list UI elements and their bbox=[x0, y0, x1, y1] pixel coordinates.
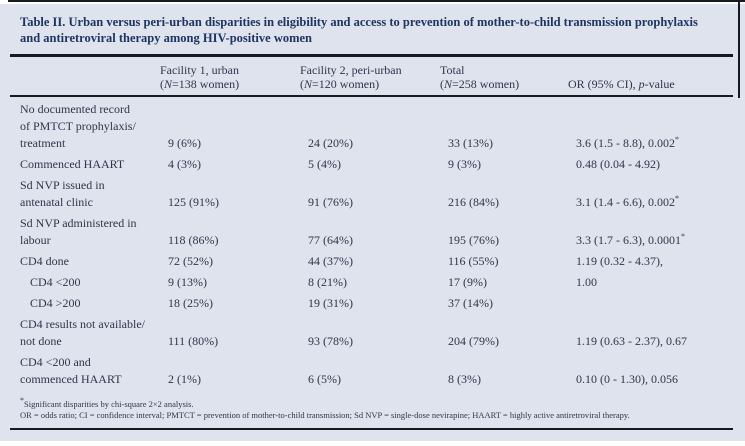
or-value: 3.1 (1.4 - 6.6), 0.002* bbox=[576, 193, 679, 209]
row-label: Sd NVP issued in antenatal clinic bbox=[20, 177, 105, 209]
or-header-label: OR (95% CI), p-value bbox=[568, 76, 675, 91]
col-header-facility1: Facility 1, urban (N=138 women) bbox=[160, 56, 300, 97]
table-row: Commenced HAART 4 (3%) 5 (4%) 9 (3%) 0.4… bbox=[10, 154, 733, 175]
footnotes: *Significant disparities by chi-square 2… bbox=[20, 395, 733, 421]
total-value: 9 (3%) bbox=[448, 156, 481, 171]
total-value: 8 (3%) bbox=[448, 371, 481, 386]
or-value: 1.19 (0.63 - 2.37), 0.67 bbox=[576, 333, 687, 348]
facility2-name: Facility 2, peri-urban bbox=[300, 62, 402, 77]
footnote-significance: *Significant disparities by chi-square 2… bbox=[20, 395, 194, 409]
facility1-value: 125 (91%) bbox=[168, 194, 219, 209]
table-row: CD4 done 72 (52%) 44 (37%) 116 (55%) 1.1… bbox=[10, 251, 733, 272]
significance-asterisk: * bbox=[681, 231, 685, 241]
facility1-value: 4 (3%) bbox=[168, 156, 201, 171]
total-n: (N=258 women) bbox=[440, 76, 520, 91]
scan-edge-artifact bbox=[738, 0, 740, 98]
table-row: CD4 >200 18 (25%) 19 (31%) 37 (14%) bbox=[10, 293, 733, 314]
facility2-value: 93 (78%) bbox=[308, 333, 353, 348]
footnote-asterisk: * bbox=[20, 395, 24, 405]
or-value: 1.19 (0.32 - 4.37), bbox=[576, 253, 663, 268]
total-value: 195 (76%) bbox=[448, 232, 499, 247]
row-label: CD4 <200 bbox=[30, 274, 81, 289]
rule-bottom bbox=[10, 427, 733, 430]
total-value: 216 (84%) bbox=[448, 194, 499, 209]
facility2-value: 19 (31%) bbox=[308, 295, 353, 310]
top-edge-rule bbox=[8, 0, 745, 2]
facility2-value: 91 (76%) bbox=[308, 194, 353, 209]
facility2-value: 8 (21%) bbox=[308, 274, 347, 289]
table-title: Table II. Urban versus peri-urban dispar… bbox=[20, 15, 698, 45]
rule-below-title bbox=[10, 54, 733, 57]
facility2-value: 77 (64%) bbox=[308, 232, 353, 247]
or-value: 1.00 bbox=[576, 274, 597, 289]
row-label: CD4 results not available/ not done bbox=[20, 316, 145, 348]
facility1-value: 18 (25%) bbox=[168, 295, 213, 310]
table-row: CD4 <200 9 (13%) 8 (21%) 17 (9%) 1.00 bbox=[10, 272, 733, 293]
or-value: 3.3 (1.7 - 6.3), 0.0001* bbox=[576, 231, 685, 247]
col-header-total: Total (N=258 women) bbox=[440, 56, 568, 97]
col-header-or: OR (95% CI), p-value bbox=[568, 56, 733, 97]
row-label: CD4 <200 and commenced HAART bbox=[20, 354, 122, 386]
table-row: Sd NVP administered in labour 118 (86%) … bbox=[10, 213, 733, 251]
facility2-value: 6 (5%) bbox=[308, 371, 341, 386]
or-value: 3.6 (1.5 - 8.8), 0.002* bbox=[576, 134, 679, 150]
total-value: 17 (9%) bbox=[448, 274, 487, 289]
total-name: Total bbox=[440, 62, 465, 77]
footnote-abbreviations: OR = odds ratio; CI = confidence interva… bbox=[20, 409, 630, 420]
facility2-value: 44 (37%) bbox=[308, 253, 353, 268]
table-row: CD4 <200 and commenced HAART 2 (1%) 6 (5… bbox=[10, 352, 733, 390]
total-value: 37 (14%) bbox=[448, 295, 493, 310]
table-row: CD4 results not available/ not done 111 … bbox=[10, 314, 733, 352]
row-label: Sd NVP administered in labour bbox=[20, 215, 137, 247]
col-header-empty bbox=[10, 56, 160, 97]
significance-asterisk: * bbox=[675, 193, 679, 203]
table-row: Sd NVP issued in antenatal clinic 125 (9… bbox=[10, 175, 733, 213]
total-value: 33 (13%) bbox=[448, 135, 493, 150]
facility1-value: 118 (86%) bbox=[168, 232, 219, 247]
data-table: Facility 1, urban (N=138 women) Facility… bbox=[10, 56, 733, 390]
row-label: Commenced HAART bbox=[20, 156, 125, 171]
facility1-value: 72 (52%) bbox=[168, 253, 213, 268]
facility1-value: 9 (13%) bbox=[168, 274, 207, 289]
row-label: CD4 done bbox=[20, 253, 69, 268]
facility2-value: 24 (20%) bbox=[308, 135, 353, 150]
or-value: 0.10 (0 - 1.30), 0.056 bbox=[576, 371, 678, 386]
row-label: CD4 >200 bbox=[30, 295, 81, 310]
facility2-value: 5 (4%) bbox=[308, 156, 341, 171]
facility1-name: Facility 1, urban bbox=[160, 62, 239, 77]
or-value: 0.48 (0.04 - 4.92) bbox=[576, 156, 660, 171]
facility1-value: 111 (80%) bbox=[168, 333, 219, 348]
facility1-value: 9 (6%) bbox=[168, 135, 201, 150]
table-row: No documented record of PMTCT prophylaxi… bbox=[10, 96, 733, 154]
or-value bbox=[568, 293, 733, 314]
table-panel: Table II. Urban versus peri-urban dispar… bbox=[0, 4, 745, 441]
significance-asterisk: * bbox=[675, 134, 679, 144]
total-value: 116 (55%) bbox=[448, 253, 499, 268]
header-row: Facility 1, urban (N=138 women) Facility… bbox=[10, 56, 733, 97]
row-label: No documented record of PMTCT prophylaxi… bbox=[20, 101, 136, 150]
facility2-n: (N=120 women) bbox=[300, 76, 380, 91]
facility1-n: (N=138 women) bbox=[160, 76, 240, 91]
facility1-value: 2 (1%) bbox=[168, 371, 201, 386]
total-value: 204 (79%) bbox=[448, 333, 499, 348]
col-header-facility2: Facility 2, peri-urban (N=120 women) bbox=[300, 56, 440, 97]
